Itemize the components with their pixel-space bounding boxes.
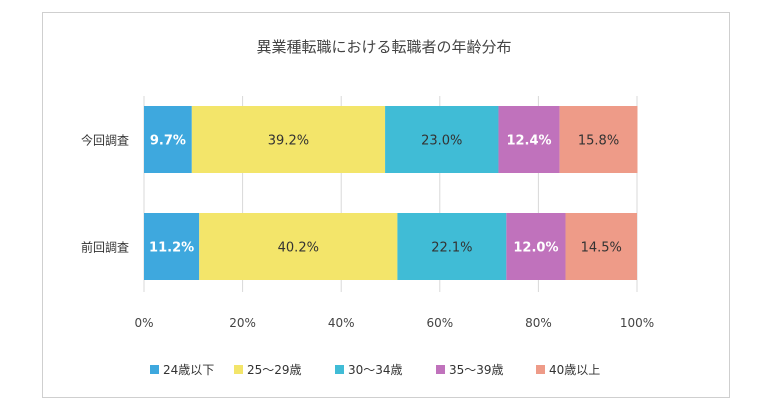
data-label: 9.7% xyxy=(150,134,186,149)
data-label: 39.2% xyxy=(268,134,309,149)
x-tick-label: 20% xyxy=(229,316,256,330)
legend-label: 30～34歳 xyxy=(348,363,403,377)
data-label: 11.2% xyxy=(149,241,194,256)
bar-segment xyxy=(199,213,398,280)
chart-title: 異業種転職における転職者の年齢分布 xyxy=(256,38,511,56)
x-tick-label: 0% xyxy=(134,316,153,330)
data-label: 15.8% xyxy=(578,134,619,149)
data-label: 23.0% xyxy=(421,134,462,149)
legend-label: 40歳以上 xyxy=(549,363,600,377)
data-label: 12.0% xyxy=(513,241,558,256)
legend-swatch xyxy=(536,365,545,374)
legend-swatch xyxy=(234,365,243,374)
legend-label: 35～39歳 xyxy=(449,363,504,377)
category-label: 前回調査 xyxy=(81,240,129,255)
legend-label: 24歳以下 xyxy=(163,363,214,377)
data-label: 12.4% xyxy=(506,134,551,149)
x-tick-label: 80% xyxy=(525,316,552,330)
legend-swatch xyxy=(150,365,159,374)
x-tick-labels: 0% 20% 40% 60% 80% 100% xyxy=(134,316,654,330)
legend-swatch xyxy=(335,365,344,374)
x-tick-label: 40% xyxy=(328,316,355,330)
bar-segment xyxy=(191,106,386,173)
chart-frame xyxy=(42,12,730,398)
bar-segment xyxy=(144,106,192,173)
bar-segment xyxy=(385,106,499,173)
data-label: 40.2% xyxy=(278,241,319,256)
category-label: 今回調査 xyxy=(81,133,129,148)
bar-segment xyxy=(498,106,560,173)
legend: 24歳以下 25～29歳 30～34歳 35～39歳 40歳以上 xyxy=(150,363,600,377)
x-tick-label: 100% xyxy=(620,316,654,330)
bar-segment xyxy=(144,213,200,280)
bar-segment xyxy=(559,106,638,173)
bar-segment xyxy=(506,213,566,280)
data-label: 14.5% xyxy=(581,241,622,256)
legend-label: 25～29歳 xyxy=(247,363,302,377)
bar-segment xyxy=(565,213,637,280)
bar-segment xyxy=(397,213,507,280)
x-tick-label: 60% xyxy=(426,316,453,330)
legend-swatch xyxy=(436,365,445,374)
bars: 9.7% 39.2% 23.0% 12.4% 15.8% 11.2% 40.2% 22.1% 1… xyxy=(144,106,638,280)
data-label: 22.1% xyxy=(431,241,472,256)
